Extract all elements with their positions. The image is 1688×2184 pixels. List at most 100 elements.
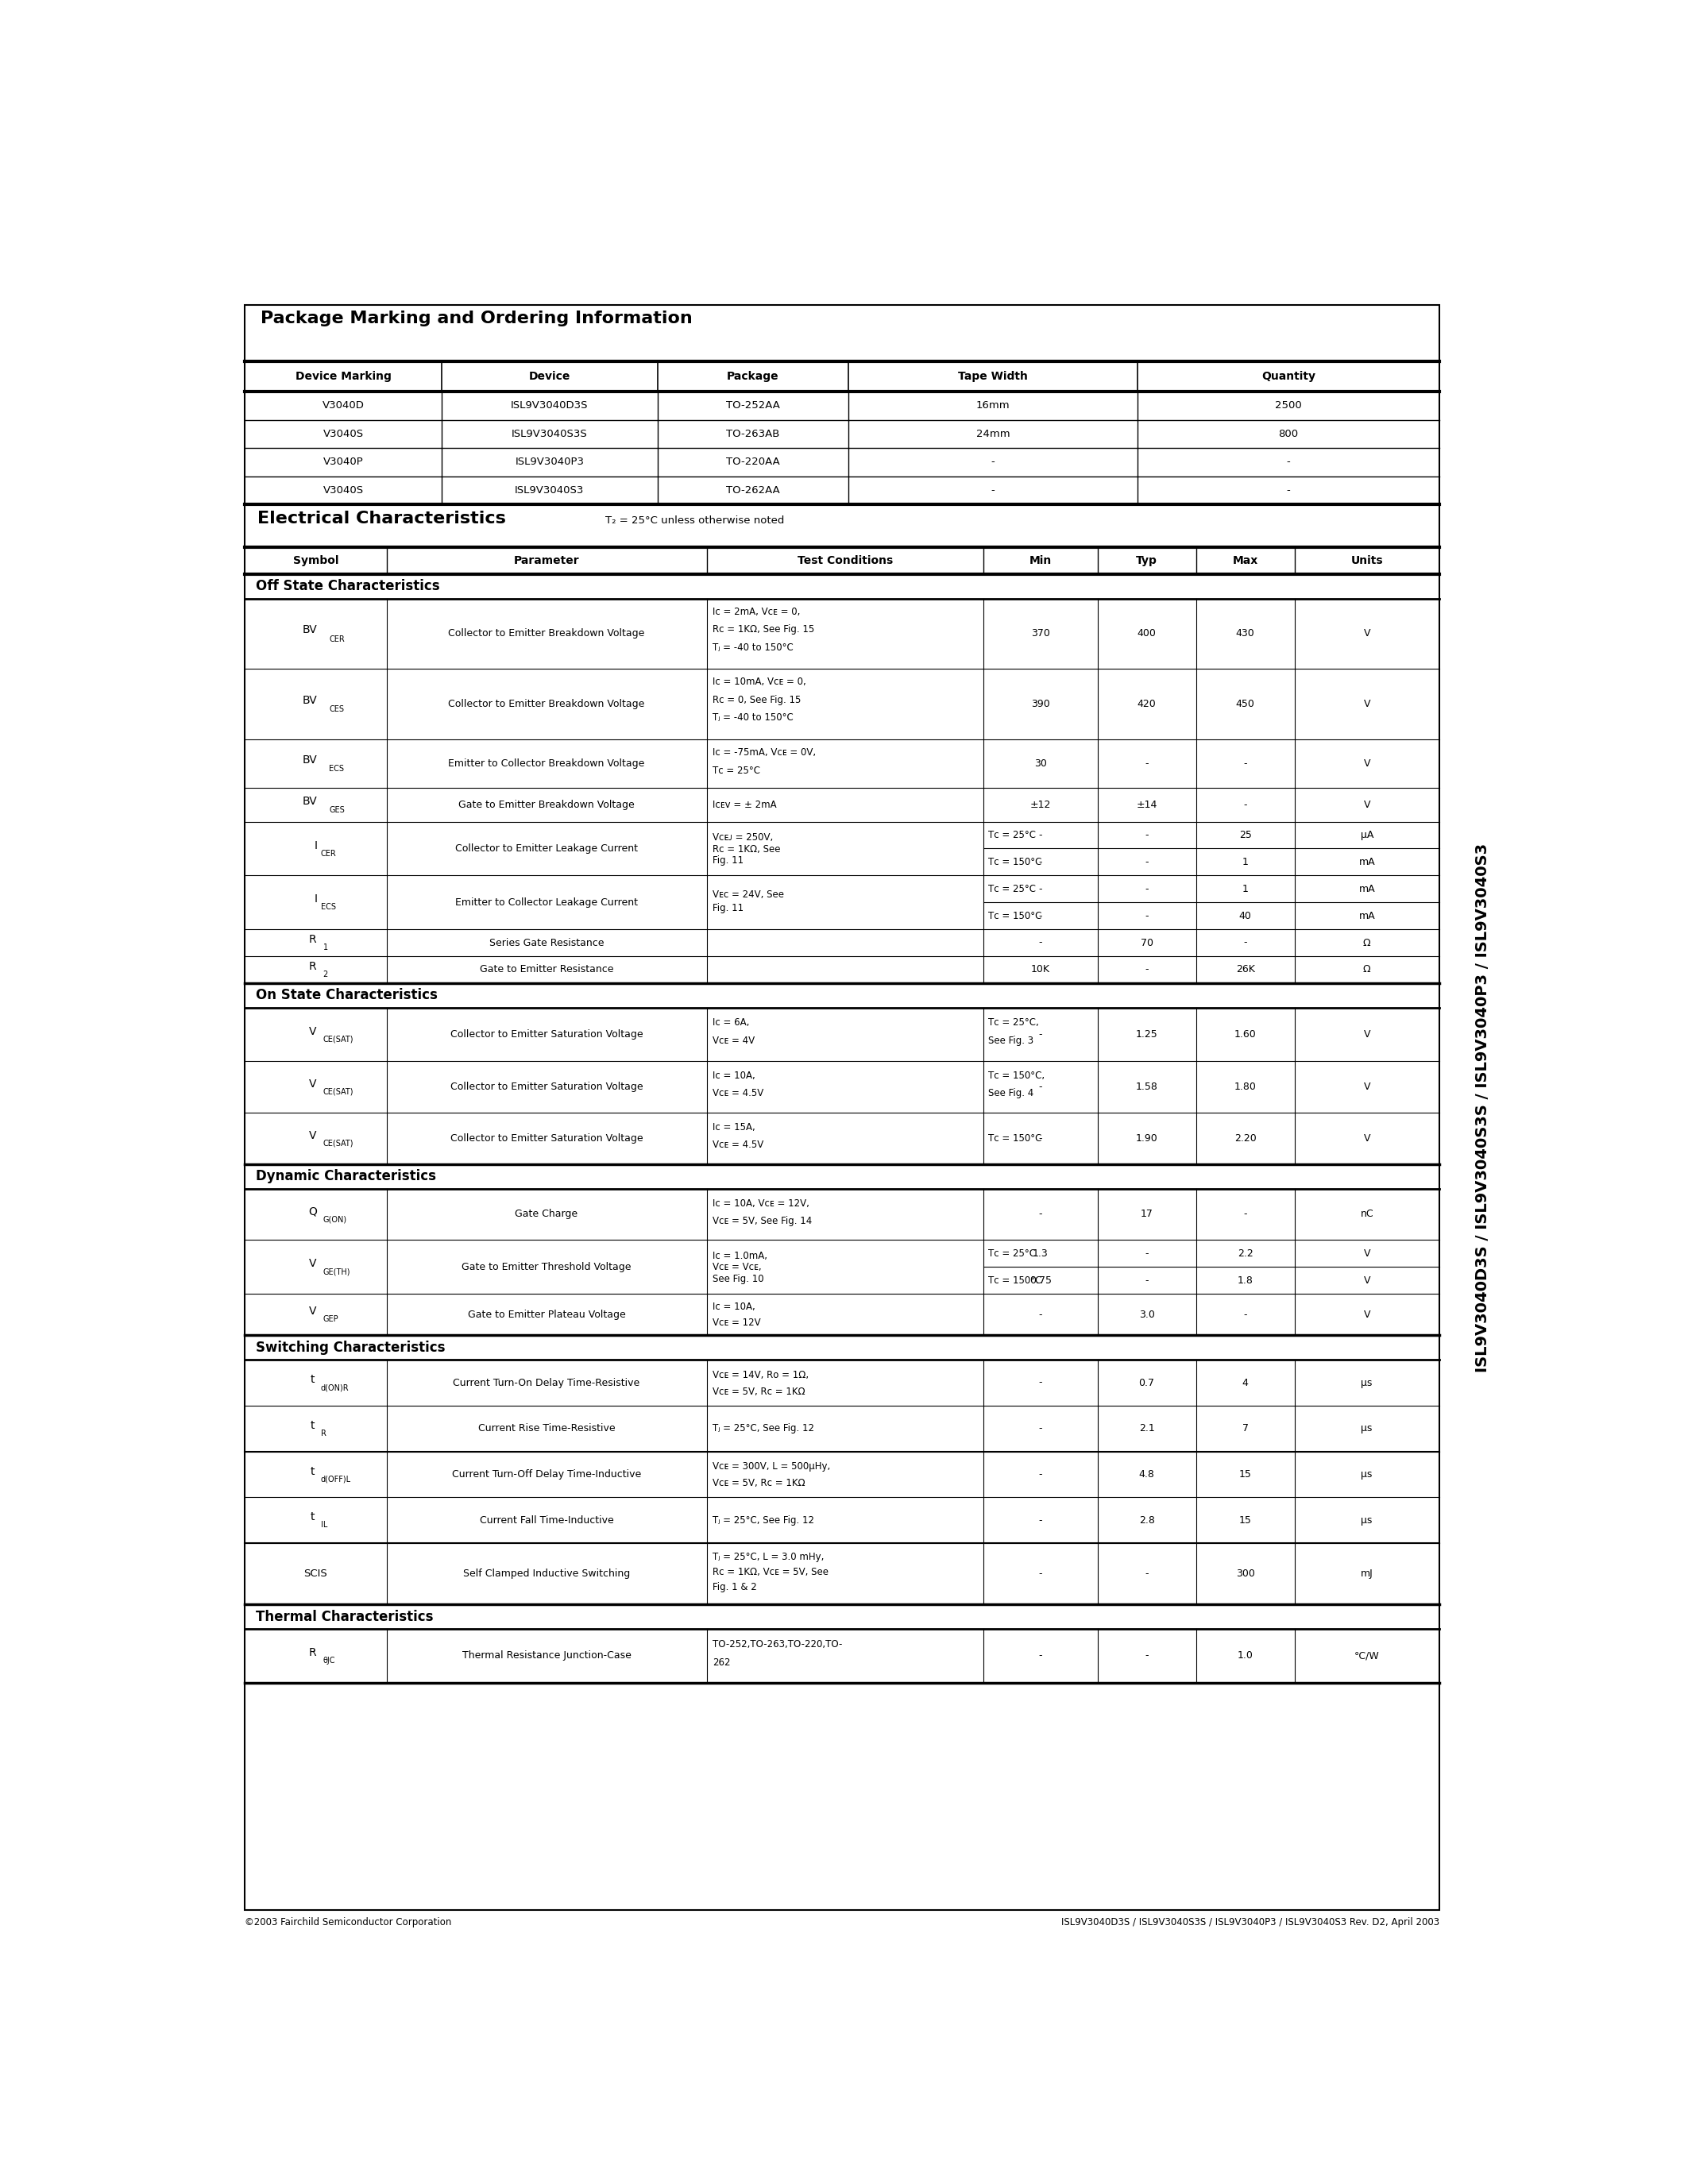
Text: V: V: [309, 1129, 316, 1140]
Text: 7: 7: [1242, 1424, 1249, 1433]
Text: Self Clamped Inductive Switching: Self Clamped Inductive Switching: [463, 1568, 630, 1579]
Text: Gate to Emitter Breakdown Voltage: Gate to Emitter Breakdown Voltage: [459, 799, 635, 810]
Text: Tape Width: Tape Width: [959, 371, 1028, 382]
Text: 10K: 10K: [1031, 965, 1050, 974]
Text: Tᴄ = 25°C: Tᴄ = 25°C: [989, 885, 1036, 893]
Text: SCIS: SCIS: [304, 1568, 327, 1579]
Text: Tⱼ = -40 to 150°C: Tⱼ = -40 to 150°C: [712, 712, 793, 723]
Text: 26K: 26K: [1236, 965, 1254, 974]
Text: Series Gate Resistance: Series Gate Resistance: [490, 937, 604, 948]
Text: -: -: [1038, 1378, 1043, 1387]
Text: Fig. 1 & 2: Fig. 1 & 2: [712, 1581, 756, 1592]
Text: -: -: [1038, 1310, 1043, 1319]
Text: Vᴄᴇ = 4.5V: Vᴄᴇ = 4.5V: [712, 1088, 763, 1099]
Text: Vᴄᴇ = 14V, Rᴏ = 1Ω,: Vᴄᴇ = 14V, Rᴏ = 1Ω,: [712, 1369, 809, 1380]
Text: BV: BV: [302, 625, 317, 636]
Text: μs: μs: [1361, 1378, 1372, 1387]
Text: Emitter to Collector Breakdown Voltage: Emitter to Collector Breakdown Voltage: [449, 758, 645, 769]
Text: Typ: Typ: [1136, 555, 1158, 566]
Text: t: t: [311, 1465, 314, 1476]
Text: Device Marking: Device Marking: [295, 371, 392, 382]
Text: See Fig. 10: See Fig. 10: [712, 1273, 765, 1284]
Text: 25: 25: [1239, 830, 1251, 841]
Text: 1.3: 1.3: [1033, 1249, 1048, 1258]
Text: -: -: [1038, 1133, 1043, 1144]
Text: -: -: [1038, 1470, 1043, 1479]
Text: V3040S: V3040S: [322, 428, 363, 439]
Text: CER: CER: [321, 850, 336, 858]
Text: 40: 40: [1239, 911, 1251, 922]
Text: GE(TH): GE(TH): [322, 1267, 351, 1275]
Text: ISL9V3040S3: ISL9V3040S3: [515, 485, 584, 496]
Text: t: t: [311, 1420, 314, 1431]
Text: -: -: [1144, 830, 1148, 841]
Text: Gate to Emitter Threshold Voltage: Gate to Emitter Threshold Voltage: [463, 1262, 631, 1271]
Text: V: V: [1364, 758, 1371, 769]
Text: Tᴄ = 150°C: Tᴄ = 150°C: [989, 911, 1041, 922]
Text: Tⱼ = -40 to 150°C: Tⱼ = -40 to 150°C: [712, 642, 793, 653]
Text: -: -: [1244, 937, 1247, 948]
Text: Tᴄ = 150°C: Tᴄ = 150°C: [989, 1133, 1041, 1144]
Text: TO-263AB: TO-263AB: [726, 428, 780, 439]
Text: Rᴄ = 0, See Fig. 15: Rᴄ = 0, See Fig. 15: [712, 695, 802, 705]
Text: V3040S: V3040S: [322, 485, 363, 496]
Text: Tᴄ = 150°C: Tᴄ = 150°C: [989, 1275, 1041, 1286]
Text: Max: Max: [1232, 555, 1258, 566]
Text: t: t: [311, 1374, 314, 1385]
Text: On State Characteristics: On State Characteristics: [257, 987, 437, 1002]
Text: 450: 450: [1236, 699, 1254, 710]
Text: Min: Min: [1030, 555, 1052, 566]
Text: Package: Package: [726, 371, 778, 382]
Text: R: R: [309, 961, 316, 972]
Text: -: -: [1038, 1516, 1043, 1524]
Text: Iᴄ = 10A, Vᴄᴇ = 12V,: Iᴄ = 10A, Vᴄᴇ = 12V,: [712, 1199, 810, 1210]
Text: V: V: [1364, 1029, 1371, 1040]
Text: Fig. 11: Fig. 11: [712, 856, 744, 865]
Text: Q: Q: [309, 1206, 317, 1216]
Text: -: -: [1038, 1081, 1043, 1092]
Text: Vᴄᴇ = 4V: Vᴄᴇ = 4V: [712, 1035, 755, 1046]
Text: CE(SAT): CE(SAT): [322, 1035, 353, 1044]
Text: IL: IL: [321, 1522, 327, 1529]
Text: 390: 390: [1031, 699, 1050, 710]
Text: V: V: [1364, 699, 1371, 710]
Text: Collector to Emitter Leakage Current: Collector to Emitter Leakage Current: [456, 843, 638, 854]
Text: -: -: [1144, 1275, 1148, 1286]
Text: TO-262AA: TO-262AA: [726, 485, 780, 496]
Text: -: -: [1038, 1210, 1043, 1219]
Text: R: R: [309, 935, 316, 946]
Text: 800: 800: [1278, 428, 1298, 439]
Text: -: -: [1038, 830, 1043, 841]
Text: -: -: [1038, 885, 1043, 893]
Text: I: I: [314, 841, 317, 852]
Text: Package Marking and Ordering Information: Package Marking and Ordering Information: [260, 310, 692, 325]
Text: Collector to Emitter Breakdown Voltage: Collector to Emitter Breakdown Voltage: [449, 699, 645, 710]
Text: nC: nC: [1361, 1210, 1374, 1219]
Text: -: -: [1244, 799, 1247, 810]
Text: CE(SAT): CE(SAT): [322, 1088, 353, 1096]
Text: 17: 17: [1141, 1210, 1153, 1219]
Text: ISL9V3040D3S / ISL9V3040S3S / ISL9V3040P3 / ISL9V3040S3 Rev. D2, April 2003: ISL9V3040D3S / ISL9V3040S3S / ISL9V3040P…: [1062, 1918, 1440, 1928]
Text: 370: 370: [1031, 629, 1050, 638]
Text: 24mm: 24mm: [976, 428, 1009, 439]
Text: Vᴇᴄ = 24V, See: Vᴇᴄ = 24V, See: [712, 889, 785, 900]
Text: 1.0: 1.0: [1237, 1651, 1252, 1660]
Text: Thermal Characteristics: Thermal Characteristics: [257, 1610, 434, 1623]
Text: -: -: [1144, 1249, 1148, 1258]
Text: -: -: [1144, 1568, 1148, 1579]
Text: ©2003 Fairchild Semiconductor Corporation: ©2003 Fairchild Semiconductor Corporatio…: [245, 1918, 452, 1928]
Text: 1.8: 1.8: [1237, 1275, 1252, 1286]
Text: -: -: [1038, 1568, 1043, 1579]
Text: TO-252,TO-263,TO-220,TO-: TO-252,TO-263,TO-220,TO-: [712, 1638, 842, 1649]
Text: 2.8: 2.8: [1139, 1516, 1155, 1524]
Text: GES: GES: [329, 806, 344, 815]
Text: -: -: [1038, 1424, 1043, 1433]
Text: GEP: GEP: [322, 1315, 339, 1324]
Text: -: -: [1144, 911, 1148, 922]
Text: CER: CER: [329, 636, 344, 642]
Text: θJC: θJC: [322, 1658, 336, 1664]
Text: -: -: [991, 456, 994, 467]
Text: Iᴄ = 15A,: Iᴄ = 15A,: [712, 1123, 756, 1133]
Text: V: V: [1364, 1275, 1371, 1286]
Text: R: R: [321, 1431, 326, 1437]
